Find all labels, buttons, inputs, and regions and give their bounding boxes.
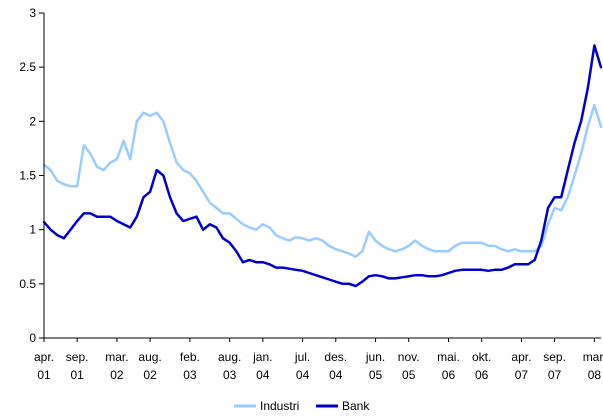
- x-tick-label-year: 04: [329, 368, 343, 382]
- x-tick-label-month: sep.: [66, 350, 89, 364]
- legend-label-industri: Industri: [260, 399, 299, 413]
- chart-legend: Industri Bank: [234, 399, 370, 413]
- x-tick-label-month: jul.: [294, 350, 310, 364]
- x-tick-label-month: aug.: [138, 350, 161, 364]
- x-tick-label-year: 04: [296, 368, 310, 382]
- x-tick-label-year: 07: [515, 368, 529, 382]
- y-tick-label: 2: [29, 114, 36, 128]
- chart-axes: 0 0.5 1 1.5 2 2.5 3 apr. 01 sep. 01 mar. 02 aug. 02 feb…: [19, 6, 603, 382]
- x-tick-label-year: 08: [588, 368, 602, 382]
- x-tick-label-month: des.: [324, 350, 347, 364]
- x-tick-label-month: apr.: [34, 350, 54, 364]
- x-tick-label-month: sep.: [543, 350, 566, 364]
- legend-label-bank: Bank: [342, 399, 370, 413]
- x-tick-label-month: okt.: [472, 350, 491, 364]
- x-tick-label-year: 06: [442, 368, 456, 382]
- y-tick-label: 2.5: [19, 60, 36, 74]
- x-tick-label-year: 01: [70, 368, 84, 382]
- x-tick-label-month: jun.: [365, 350, 385, 364]
- x-tick-label-year: 06: [475, 368, 489, 382]
- y-tick-label: 3: [29, 6, 36, 20]
- x-tick-label-month: apr.: [511, 350, 531, 364]
- x-tick-label-year: 07: [548, 368, 562, 382]
- x-tick-label-year: 03: [223, 368, 237, 382]
- x-tick-label-month: mar.: [105, 350, 128, 364]
- x-tick-label-month: nov.: [398, 350, 420, 364]
- series-line-industri: [42, 103, 603, 259]
- y-tick-label: 0: [29, 331, 36, 345]
- x-tick-label-year: 03: [183, 368, 197, 382]
- x-tick-label-month: aug.: [218, 350, 241, 364]
- x-tick-label-year: 02: [110, 368, 124, 382]
- x-tick-label-year: 01: [37, 368, 51, 382]
- chart-series: [42, 44, 603, 288]
- x-tick-label-year: 02: [143, 368, 157, 382]
- x-tick-label-year: 05: [369, 368, 383, 382]
- y-tick-label: 0.5: [19, 277, 36, 291]
- x-tick-label-year: 04: [256, 368, 270, 382]
- x-tick-label-month: jan.: [252, 350, 272, 364]
- y-tick-label: 1.5: [19, 169, 36, 183]
- y-tick-label: 1: [29, 223, 36, 237]
- series-line-bank: [42, 44, 603, 288]
- x-tick-label-month: feb.: [180, 350, 200, 364]
- x-tick-label-year: 05: [402, 368, 416, 382]
- x-tick-label-month: mai.: [437, 350, 460, 364]
- x-tick-label-month: mar.: [583, 350, 603, 364]
